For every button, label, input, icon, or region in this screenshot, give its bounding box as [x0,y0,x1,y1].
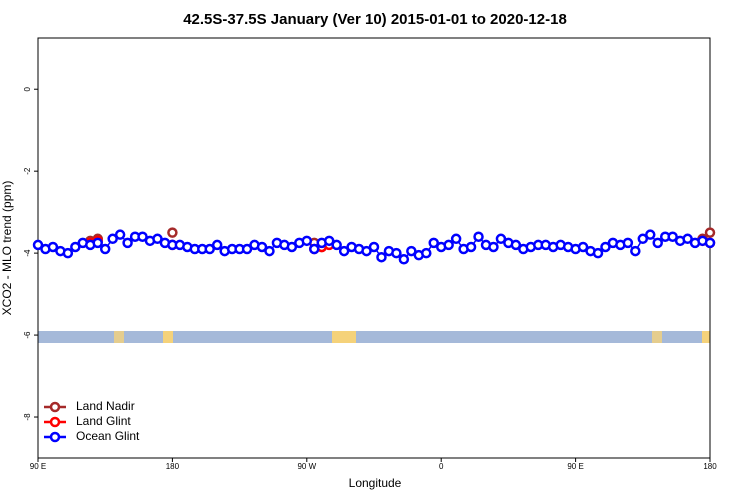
y-tick-label: -2 [23,167,32,175]
y-axis-label: XCO2 - MLO trend (ppm) [0,181,14,316]
x-tick-label: 180 [166,462,180,471]
data-point [652,237,663,249]
data-point [114,229,126,240]
data-point [682,233,693,245]
data-point [600,241,611,253]
data-point [376,251,387,263]
data-point [62,247,74,259]
data-point [256,241,268,253]
data-point [122,237,133,249]
x-tick-label: 90 E [30,462,46,471]
legend-label: Ocean Glint [76,429,140,443]
y-tick-label: -6 [23,331,32,339]
data-point [510,239,522,251]
land-strip [114,331,124,343]
data-point [331,239,342,251]
x-tick-label: 90 W [297,462,316,471]
data-point [398,254,410,265]
data-point [391,247,402,259]
x-tick-label: 180 [703,462,717,471]
data-point [495,233,507,245]
data-point [107,233,118,245]
data-point [592,247,604,259]
data-point [286,241,298,253]
data-point [473,231,484,242]
data-point [667,231,678,242]
x-tick-label: 90 E [567,462,583,471]
data-point [704,237,716,249]
data-point [92,237,103,249]
ocean-strip [38,331,710,343]
land-strip [332,331,356,343]
data-point [338,245,350,257]
legend-marker [49,431,61,443]
legend-label: Land Nadir [76,399,135,413]
data-point [488,241,499,253]
legend-marker [49,401,61,413]
data-point [309,243,320,255]
data-point [645,229,656,240]
data-point [428,237,439,249]
data-point [204,243,215,255]
data-point [622,237,634,249]
data-point [577,241,589,253]
y-tick-label: -8 [23,413,32,421]
y-tick-label: 0 [23,86,32,91]
data-point [368,241,380,253]
data-point [264,245,275,257]
legend-marker [49,416,61,428]
land-strip [163,331,173,343]
land-strip [652,331,662,343]
data-point [137,231,148,242]
x-axis-label: Longitude [349,476,402,490]
data-point [241,243,253,255]
data-point [450,233,462,245]
data-point [630,245,641,257]
data-point [70,241,81,253]
y-tick-label: -4 [23,249,32,257]
data-point [211,239,223,251]
data-point [443,239,454,251]
data-point [406,245,417,257]
data-point [32,239,44,251]
data-point [152,233,163,245]
x-tick-label: 0 [439,462,444,471]
legend-label: Land Glint [76,414,131,428]
data-point [361,245,372,257]
data-point [323,235,335,247]
land-mask [38,331,710,343]
chart-title: 42.5S-37.5S January (Ver 10) 2015-01-01 … [183,11,567,28]
data-point [47,241,59,253]
data-point [637,233,649,245]
data-point [99,243,111,255]
data-point [167,227,178,238]
data-point [465,241,477,253]
data-point [421,247,432,259]
data-point [704,227,716,238]
data-point [301,235,313,247]
land-strip [702,331,710,343]
